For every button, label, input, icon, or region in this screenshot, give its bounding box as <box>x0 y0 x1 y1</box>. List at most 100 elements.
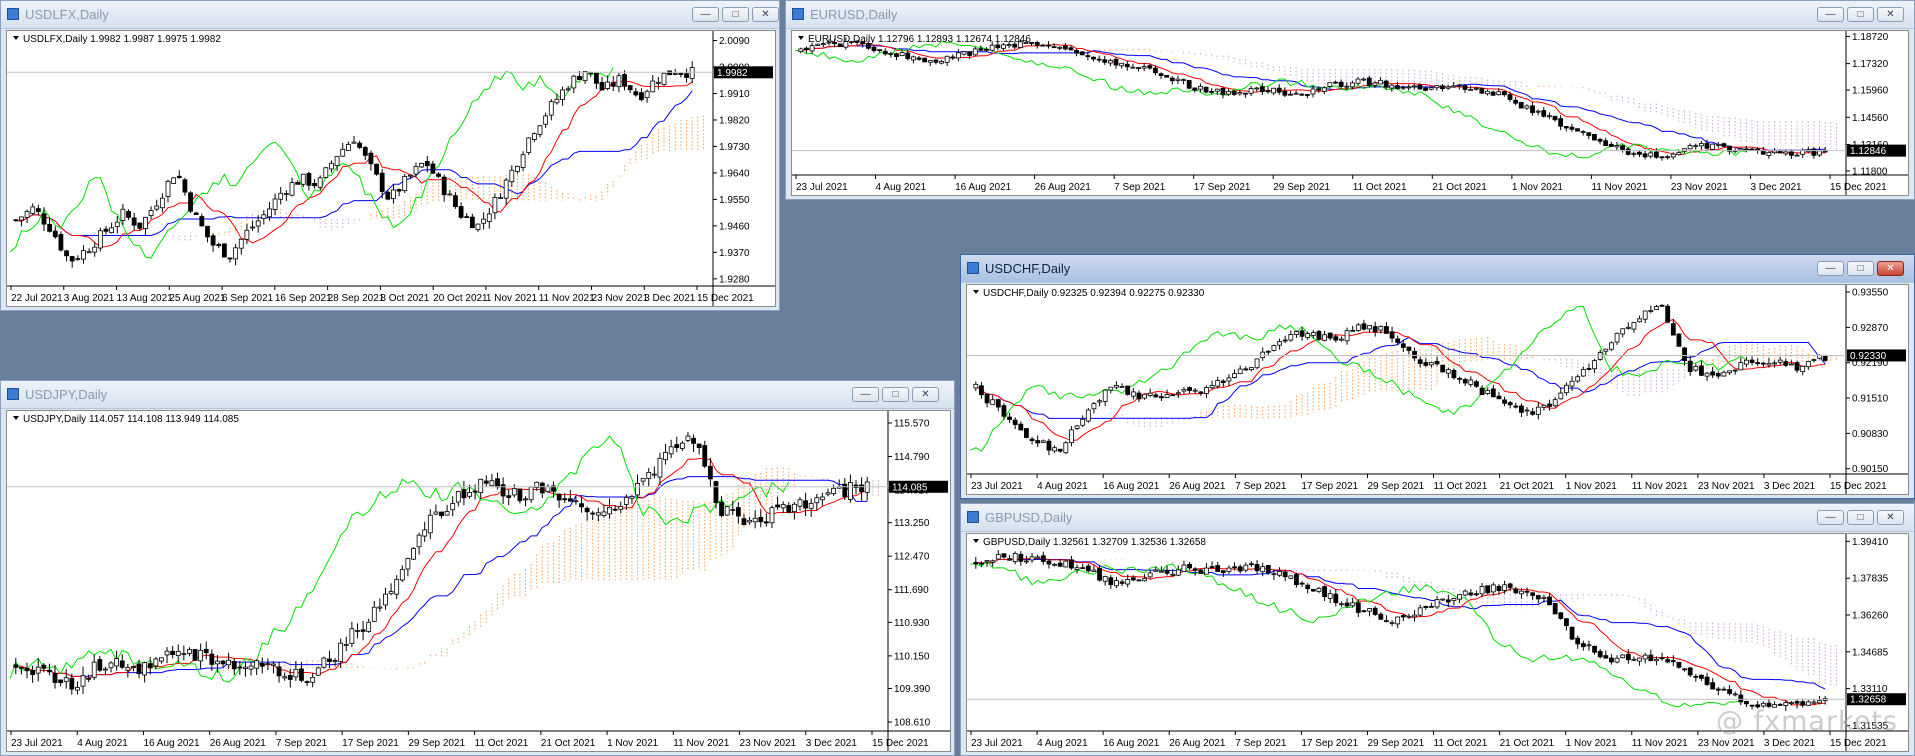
candle-body <box>1800 365 1806 372</box>
candle-body <box>315 667 321 676</box>
close-button[interactable]: ✕ <box>912 387 939 402</box>
candle-body <box>1794 700 1800 704</box>
candle-body <box>131 217 137 226</box>
candle-body <box>1637 657 1642 662</box>
minimize-button[interactable]: — <box>692 7 719 22</box>
chart-window-icon <box>7 8 19 20</box>
minimize-button[interactable]: — <box>1817 7 1844 22</box>
candle-body <box>159 657 164 662</box>
candle-body <box>916 57 922 60</box>
candle-body <box>215 660 220 665</box>
time-tick-label: 20 Oct 2021 <box>433 293 488 304</box>
candle-body <box>593 72 599 84</box>
time-tick-label: 23 Nov 2021 <box>1698 738 1755 749</box>
maximize-button[interactable]: □ <box>722 7 749 22</box>
window-titlebar[interactable]: EURUSD,Daily — □ ✕ <box>786 1 1914 29</box>
price-chart[interactable]: 0.93550 0.92870 0.92190 0.91510 0.90830 0.901… <box>966 284 1909 495</box>
candle-body <box>798 48 804 52</box>
chart-window-usdjpy[interactable]: USDJPY,Daily — □ ✕ 115.570114.790114.010… <box>0 380 955 756</box>
window-titlebar[interactable]: USDJPY,Daily — □ ✕ <box>1 381 954 409</box>
candle-body <box>1575 128 1580 132</box>
candle-body <box>1715 372 1721 377</box>
candle-body <box>1704 372 1710 377</box>
candle-body <box>882 50 888 55</box>
close-button[interactable]: ✕ <box>1877 7 1904 22</box>
candle-body <box>289 182 295 196</box>
close-button[interactable]: ✕ <box>1877 261 1904 276</box>
candle-body <box>1811 359 1817 362</box>
candle-body <box>1215 380 1221 387</box>
candle-body <box>1265 90 1271 93</box>
candle-body <box>1119 62 1125 67</box>
chart-canvas[interactable]: 2.00902.00001.99101.98201.97301.96401.95… <box>7 31 775 306</box>
time-tick-label: 16 Aug 2021 <box>1103 481 1160 492</box>
candle-body <box>1389 331 1395 339</box>
maximize-button[interactable]: □ <box>1847 7 1874 22</box>
candle-body <box>1744 700 1749 705</box>
window-titlebar[interactable]: GBPUSD,Daily — □ ✕ <box>961 504 1914 532</box>
maximize-button[interactable]: □ <box>1847 261 1874 276</box>
candle-body <box>1586 368 1592 370</box>
time-tick-label: 7 Sep 2021 <box>1235 738 1287 749</box>
chart-canvas[interactable]: 0.93550 0.92870 0.92190 0.91510 0.90830 0.901… <box>967 285 1908 494</box>
candle-body <box>231 661 237 670</box>
candle-body <box>1107 60 1113 64</box>
candle-body <box>1355 78 1361 84</box>
price-chart[interactable]: 2.00902.00001.99101.98201.97301.96401.95… <box>6 30 776 307</box>
candle-body <box>1586 132 1592 136</box>
candle-body <box>1592 134 1597 141</box>
close-button[interactable]: ✕ <box>752 7 779 22</box>
candle-body <box>1789 151 1794 156</box>
chart-canvas[interactable]: 115.570114.790114.010113.250112.470111.6… <box>7 411 950 751</box>
candle-body <box>842 483 848 498</box>
candle-body <box>1035 556 1041 559</box>
time-tick-label: 11 Nov 2021 <box>539 293 595 304</box>
chart-canvas[interactable]: 1.39410 1.37835 1.36260 1.34685 1.33110 1.315… <box>967 534 1908 751</box>
candle-body <box>1457 377 1462 380</box>
chart-window-usdchf[interactable]: USDCHF,Daily — □ ✕ 0.93550 0.92870 0.92190… <box>960 254 1915 499</box>
candle-body <box>1001 44 1006 49</box>
candle-body <box>1772 362 1777 365</box>
candle-body <box>58 679 64 683</box>
minimize-button[interactable]: — <box>1817 261 1844 276</box>
candle-body <box>1378 613 1384 620</box>
candle-body <box>1490 584 1496 593</box>
candle-body <box>317 177 323 188</box>
candle-body <box>973 383 979 389</box>
minimize-button[interactable]: — <box>1817 510 1844 525</box>
price-chart[interactable]: 115.570114.790114.010113.250112.470111.6… <box>6 410 951 752</box>
chart-window-gbpusd[interactable]: GBPUSD,Daily — □ ✕ 1.39410 1.37835 1.36260… <box>960 503 1915 756</box>
candle-body <box>899 52 905 57</box>
window-titlebar[interactable]: USDLFX,Daily — □ ✕ <box>1 1 779 29</box>
candle-body <box>193 212 199 215</box>
candle-body <box>780 504 786 509</box>
candle-body <box>1569 380 1575 387</box>
chart-canvas[interactable]: 1.187201.173201.159601.145601.131601.118… <box>792 31 1908 195</box>
candle-body <box>1136 579 1142 582</box>
candle-body <box>1400 343 1406 348</box>
time-tick-label: 28 Sep 2021 <box>328 293 385 304</box>
price-chart[interactable]: 1.39410 1.37835 1.36260 1.34685 1.33110 1.315… <box>966 533 1909 752</box>
price-chart[interactable]: 1.187201.173201.159601.145601.131601.118… <box>791 30 1909 196</box>
candle-body <box>511 488 517 496</box>
close-button[interactable]: ✕ <box>1877 510 1904 525</box>
window-titlebar[interactable]: USDCHF,Daily — □ ✕ <box>961 255 1914 283</box>
candle-body <box>1800 701 1806 706</box>
maximize-button[interactable]: □ <box>882 387 909 402</box>
time-tick-label: 26 Aug 2021 <box>1035 182 1092 193</box>
chart-window-eurusd[interactable]: EURUSD,Daily — □ ✕ 1.18720 1.17320 1.15960… <box>785 0 1915 200</box>
candle-body <box>1389 84 1395 89</box>
price-tick-label: 0.90830 <box>1852 429 1889 440</box>
chart-window-usdlfx[interactable]: USDLFX,Daily — □ ✕ 2.00902.00001.99101.9… <box>0 0 780 311</box>
minimize-button[interactable]: — <box>852 387 879 402</box>
candle-body <box>1411 85 1417 88</box>
price-tick-label: 1.37835 <box>1852 574 1889 585</box>
candle-body <box>707 465 713 480</box>
maximize-button[interactable]: □ <box>1847 510 1874 525</box>
candle-body <box>1102 389 1108 402</box>
time-tick-label: 11 Oct 2021 <box>1434 738 1488 749</box>
candle-body <box>545 486 551 492</box>
candle-body <box>1276 87 1282 93</box>
candle-body <box>1040 555 1046 562</box>
candle-body <box>483 480 489 484</box>
